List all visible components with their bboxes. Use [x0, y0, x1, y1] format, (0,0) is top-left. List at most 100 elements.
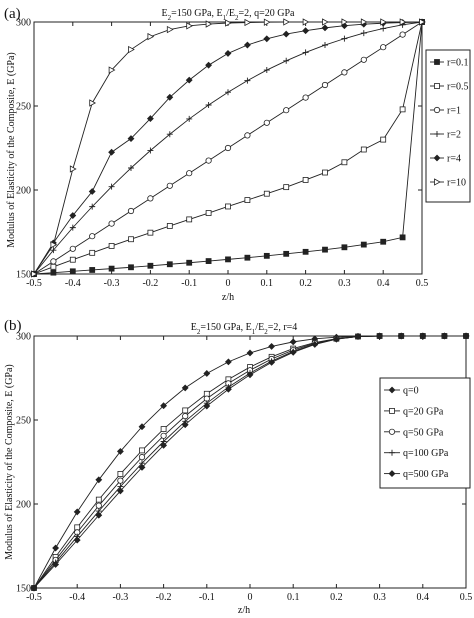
data-point-a-3 [225, 89, 231, 96]
data-point-a-5 [283, 18, 291, 26]
data-point-a-1 [399, 106, 406, 113]
legend-entry-a: r=10 [447, 178, 466, 189]
data-point-a-1 [108, 243, 115, 249]
data-point-a-4 [108, 148, 116, 156]
data-point-a-1 [380, 136, 387, 143]
data-point-a-0 [341, 244, 348, 251]
data-point-a-2 [186, 170, 193, 177]
data-point-b-0 [224, 358, 232, 366]
data-point-a-0 [244, 254, 251, 261]
data-point-b-4 [116, 487, 124, 495]
data-point-a-3 [166, 131, 173, 138]
data-point-b-2 [117, 477, 124, 484]
data-point-a-2 [341, 69, 348, 76]
data-point-a-2 [224, 144, 232, 152]
data-point-a-2 [147, 195, 154, 202]
data-point-b-1 [95, 496, 102, 503]
legend-marker-a [433, 154, 441, 162]
x-tick-label-a: 0 [226, 278, 231, 289]
data-point-a-4 [166, 93, 174, 101]
data-point-a-0 [302, 248, 309, 255]
data-point-b-4 [397, 332, 405, 340]
data-point-a-5 [166, 25, 174, 34]
series-b-4 [30, 332, 470, 592]
x-tick-label-b: 0.3 [373, 592, 386, 603]
data-point-a-2 [360, 56, 367, 63]
data-point-a-3 [89, 203, 96, 210]
data-point-a-3 [108, 183, 115, 190]
data-point-a-4 [205, 61, 213, 69]
data-point-a-0 [147, 262, 154, 269]
x-axis-label-a: z/h [222, 292, 234, 303]
y-tick-label-b: 200 [16, 500, 31, 511]
data-point-b-0 [203, 370, 211, 377]
data-point-a-3 [147, 147, 154, 154]
legend-box-a [425, 49, 471, 203]
data-point-b-0 [181, 384, 189, 392]
data-point-b-4 [354, 333, 362, 340]
data-point-b-0 [73, 508, 81, 516]
data-point-a-1 [341, 159, 348, 166]
x-tick-label-a: -0.4 [65, 278, 81, 289]
legend-entry-a: r=2 [447, 130, 461, 141]
data-point-a-1 [147, 229, 154, 236]
x-tick-label-b: 0.5 [460, 592, 473, 603]
data-point-b-4 [30, 584, 38, 592]
data-point-b-4 [268, 358, 276, 366]
legend-marker-a [434, 178, 441, 186]
data-point-a-3 [50, 247, 57, 254]
data-point-a-1 [166, 223, 173, 229]
data-point-a-0 [380, 238, 387, 245]
data-point-a-2 [205, 157, 212, 164]
data-point-a-1 [225, 203, 231, 210]
legend-entry-a: r=1 [447, 106, 461, 117]
data-point-a-0 [186, 259, 193, 266]
data-point-a-2 [380, 44, 387, 51]
data-point-a-0 [399, 234, 406, 241]
y-tick-label-a: 300 [16, 18, 31, 29]
data-point-b-4 [332, 335, 340, 343]
data-point-a-1 [244, 197, 251, 203]
data-point-a-2 [399, 31, 406, 38]
data-point-a-1 [302, 177, 309, 183]
data-point-a-5 [322, 18, 329, 26]
legend-b: q=0 q=20 GPa q=50 GPa q=100 GPa q=500 GPa [379, 377, 471, 489]
x-tick-label-a: 0.3 [338, 278, 351, 289]
legend-box-b [379, 377, 471, 489]
data-point-a-1 [89, 249, 96, 256]
data-point-a-5 [108, 66, 116, 74]
data-point-a-4 [263, 35, 271, 43]
data-point-b-1 [139, 447, 145, 454]
data-point-a-5 [128, 45, 135, 54]
series-a-2 [30, 18, 426, 278]
legend-entry-a: r=0.1 [447, 58, 468, 69]
data-point-a-4 [88, 188, 96, 195]
y-tick-label-a: 150 [16, 270, 31, 281]
data-point-a-2 [69, 245, 76, 252]
data-point-a-0 [166, 261, 173, 268]
x-tick-label-a: 0.5 [416, 278, 429, 289]
data-point-a-5 [89, 99, 97, 107]
data-point-a-2 [283, 107, 290, 114]
data-point-a-0 [360, 241, 367, 248]
data-point-a-3 [283, 57, 290, 64]
data-point-b-4 [289, 348, 297, 356]
x-tick-label-a: -0.5 [26, 278, 42, 289]
x-tick-label-a: -0.2 [142, 278, 158, 289]
data-point-a-0 [108, 265, 115, 272]
legend-marker-a [434, 59, 440, 65]
data-point-a-2 [302, 94, 309, 101]
data-point-a-3 [341, 35, 348, 42]
data-point-a-3 [205, 101, 212, 108]
data-point-a-0 [322, 246, 328, 253]
data-point-b-0 [95, 476, 103, 484]
chart-panel-b: (b) E2=150 GPa, E1/E2=2, r=4 Modulus of … [4, 318, 472, 616]
data-point-a-2 [166, 182, 173, 189]
y-tick-label-a: 200 [16, 186, 31, 197]
legend-marker-b [389, 407, 395, 414]
data-point-a-4 [146, 115, 154, 123]
legend-entry-b: q=100 GPa [403, 448, 449, 459]
data-point-a-5 [205, 20, 213, 28]
data-point-a-5 [225, 19, 232, 27]
x-tick-label-b: 0.2 [330, 592, 343, 603]
